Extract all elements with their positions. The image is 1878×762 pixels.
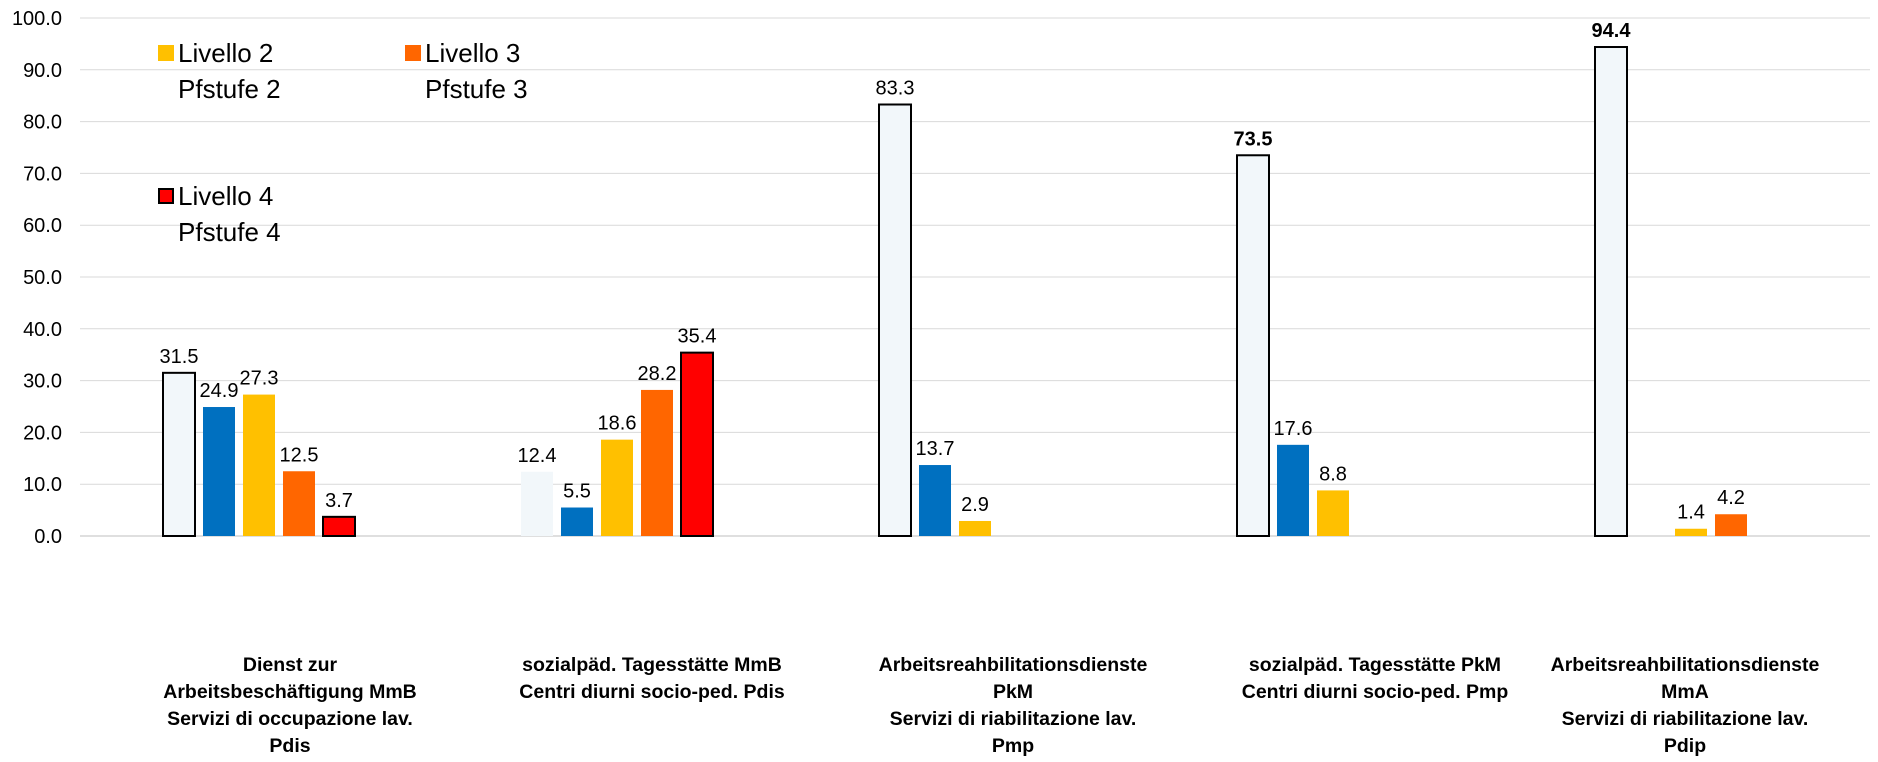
y-tick-label: 40.0	[23, 319, 62, 341]
data-label: 31.5	[160, 346, 199, 368]
data-label: 8.8	[1319, 463, 1347, 485]
bar	[1715, 514, 1747, 536]
bar	[959, 520, 991, 536]
data-label: 28.2	[638, 363, 677, 385]
bar	[1594, 46, 1628, 538]
y-tick-label: 80.0	[23, 112, 62, 134]
bar	[243, 394, 275, 536]
category-label: Arbeitsreahbilitationsdienste PkM Serviz…	[878, 654, 1148, 757]
data-label: 12.4	[518, 445, 557, 467]
data-label: 17.6	[1274, 418, 1313, 440]
y-tick-label: 30.0	[23, 371, 62, 393]
category-label: sozialpäd. Tagesstätte PkM Centri diurni…	[1241, 654, 1509, 703]
category-label: Dienst zur Arbeitsbeschäftigung MmB Serv…	[163, 654, 417, 757]
data-label: 73.5	[1234, 128, 1273, 150]
bar	[1236, 154, 1270, 538]
y-tick-label: 50.0	[23, 267, 62, 289]
data-label: 83.3	[876, 78, 915, 100]
category-label: Arbeitsreahbilitationsdienste MmA Serviz…	[1550, 654, 1820, 757]
data-label: 3.7	[325, 490, 353, 512]
y-tick-label: 70.0	[23, 163, 62, 185]
y-tick-label: 60.0	[23, 215, 62, 237]
data-label: 2.9	[961, 494, 989, 516]
data-label: 18.6	[598, 413, 637, 435]
data-label: 1.4	[1677, 502, 1705, 524]
category-label: sozialpäd. Tagesstätte MmB Centri diurni…	[519, 654, 785, 703]
data-label: 94.4	[1592, 20, 1632, 42]
data-label: 27.3	[240, 368, 279, 390]
bar	[1317, 490, 1349, 536]
bar	[1675, 528, 1707, 536]
legend-swatch	[158, 45, 174, 61]
y-tick-label: 100.0	[12, 8, 62, 30]
y-tick-label: 0.0	[34, 526, 62, 548]
legend-swatch	[405, 45, 421, 61]
bar	[1277, 444, 1309, 536]
bar	[162, 371, 196, 537]
y-tick-label: 20.0	[23, 422, 62, 444]
data-label: 12.5	[280, 444, 319, 466]
y-tick-label: 90.0	[23, 60, 62, 82]
legend-swatch	[158, 188, 174, 204]
data-label: 24.9	[200, 380, 239, 402]
bar	[322, 515, 356, 537]
data-label: 4.2	[1717, 487, 1745, 509]
data-labels: 31.524.927.3 12.5 3.7 12.4 5.5 18.6 28.235.4 83…	[160, 20, 1745, 524]
bar	[919, 465, 951, 536]
legend-label: Livello 3 Pfstufe 3	[425, 38, 528, 104]
bar	[680, 351, 714, 537]
bar	[601, 439, 633, 536]
legend-label: Livello 2 Pfstufe 2	[178, 38, 281, 104]
y-axis: 0.0 10.0 20.0 30.0 40.0 50.0 60.0 70.0 80.0 90.0 1…	[12, 8, 62, 548]
bar	[521, 471, 553, 536]
bar	[561, 507, 593, 536]
grid-lines	[80, 17, 1870, 537]
legend-label: Livello 4 Pfstufe 4	[178, 181, 281, 247]
bar	[878, 103, 912, 537]
data-label: 5.5	[563, 481, 591, 503]
bar	[203, 407, 235, 536]
bar	[641, 389, 673, 536]
bar	[283, 471, 315, 536]
data-label: 13.7	[916, 438, 955, 460]
y-tick-label: 10.0	[23, 474, 62, 496]
data-label: 35.4	[678, 326, 717, 348]
bars	[162, 46, 1747, 538]
